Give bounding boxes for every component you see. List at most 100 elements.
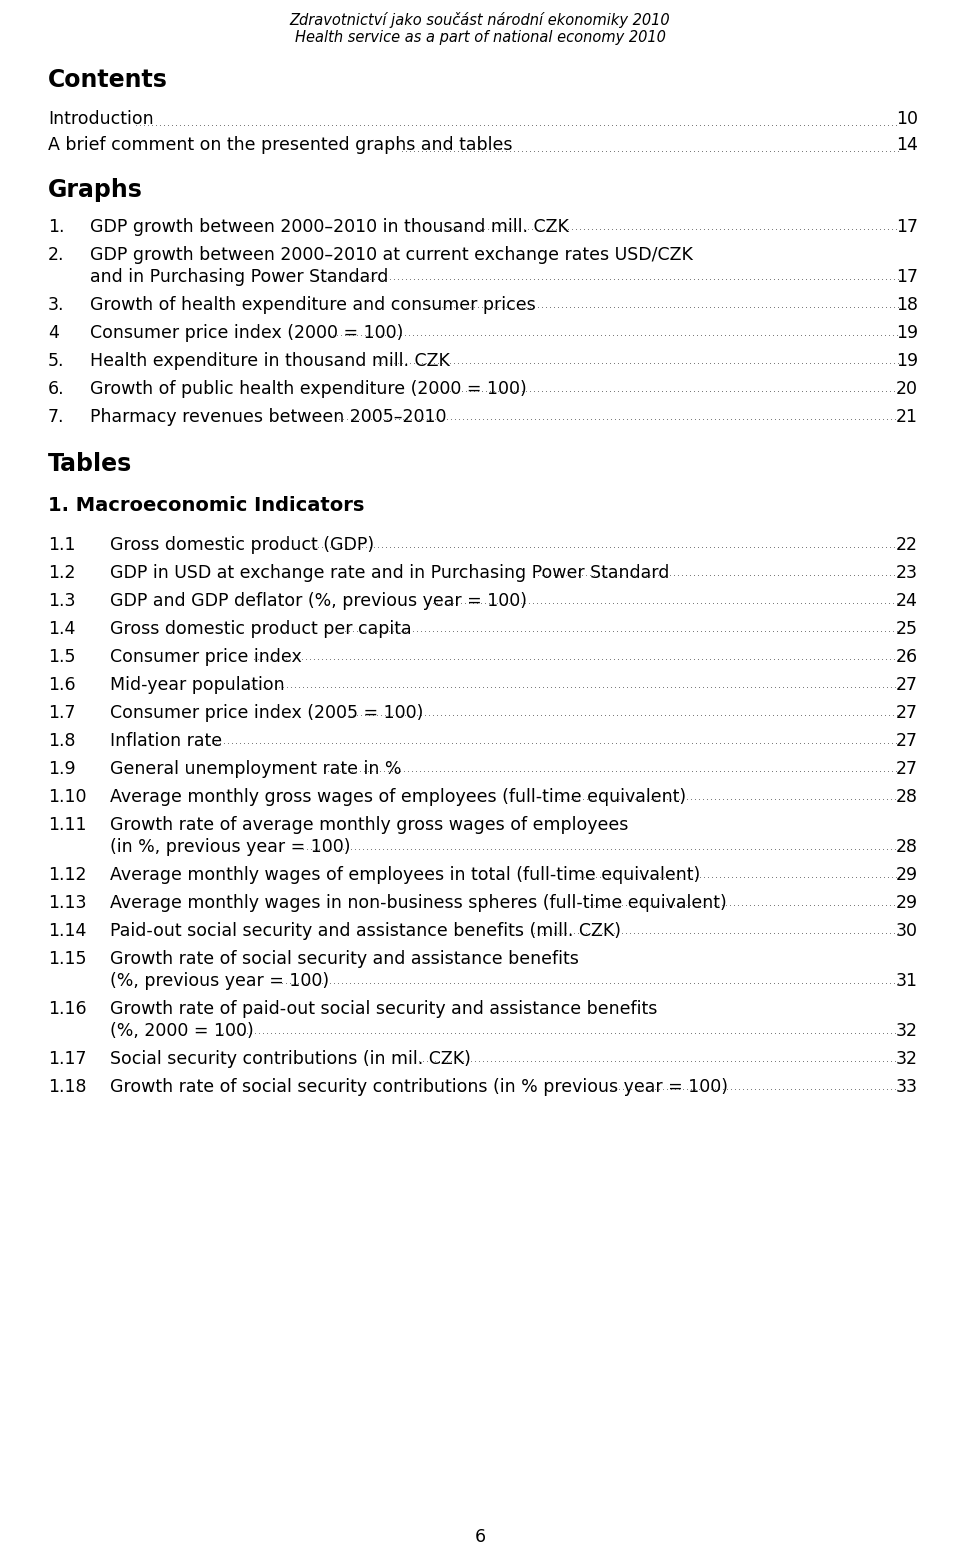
Text: 29: 29: [896, 866, 918, 884]
Point: [804, 674, 819, 699]
Point: [658, 322, 673, 347]
Point: [854, 378, 870, 404]
Point: [636, 1076, 651, 1101]
Point: [381, 322, 396, 347]
Text: Social security contributions (in mil. CZK): Social security contributions (in mil. C…: [110, 1049, 470, 1068]
Point: [224, 1020, 239, 1045]
Point: [607, 893, 622, 918]
Point: [337, 702, 352, 727]
Point: [410, 139, 425, 164]
Point: [566, 266, 582, 291]
Point: [673, 322, 688, 347]
Point: [560, 674, 575, 699]
Point: [868, 216, 883, 241]
Point: [279, 674, 295, 699]
Point: [718, 139, 733, 164]
Point: [718, 646, 733, 671]
Point: [465, 216, 480, 241]
Point: [691, 1076, 707, 1101]
Point: [838, 971, 853, 996]
Point: [595, 837, 611, 862]
Point: [860, 730, 876, 755]
Point: [377, 322, 393, 347]
Point: [348, 837, 363, 862]
Point: [480, 759, 495, 784]
Point: [805, 618, 821, 643]
Point: [430, 535, 445, 560]
Point: [852, 730, 868, 755]
Point: [818, 350, 833, 375]
Point: [669, 702, 684, 727]
Point: [632, 407, 647, 432]
Point: [710, 139, 726, 164]
Point: [646, 971, 661, 996]
Point: [532, 730, 547, 755]
Point: [709, 591, 725, 616]
Point: [758, 646, 774, 671]
Point: [621, 591, 636, 616]
Point: [358, 266, 373, 291]
Point: [376, 759, 392, 784]
Point: [809, 591, 825, 616]
Point: [598, 971, 613, 996]
Point: [507, 1020, 522, 1045]
Point: [675, 407, 690, 432]
Point: [650, 378, 665, 404]
Point: [875, 266, 890, 291]
Point: [786, 971, 802, 996]
Point: [730, 591, 745, 616]
Point: [662, 535, 678, 560]
Point: [787, 1048, 803, 1073]
Point: [565, 322, 581, 347]
Point: [535, 921, 550, 946]
Point: [651, 407, 666, 432]
Point: [488, 407, 503, 432]
Point: [583, 266, 598, 291]
Point: [765, 322, 780, 347]
Point: [776, 787, 791, 812]
Point: [330, 535, 346, 560]
Point: [662, 921, 678, 946]
Point: [494, 139, 510, 164]
Point: [790, 139, 805, 164]
Point: [687, 1020, 703, 1045]
Point: [750, 591, 765, 616]
Point: [663, 407, 679, 432]
Point: [541, 591, 557, 616]
Point: [353, 702, 369, 727]
Point: [808, 865, 824, 890]
Point: [837, 702, 852, 727]
Point: [554, 350, 569, 375]
Point: [168, 113, 183, 138]
Point: [782, 646, 798, 671]
Point: [855, 1048, 871, 1073]
Point: [413, 113, 428, 138]
Point: [498, 294, 514, 319]
Point: [671, 1048, 686, 1073]
Point: [828, 674, 843, 699]
Point: [311, 674, 326, 699]
Point: [780, 787, 795, 812]
Point: [659, 139, 674, 164]
Point: [722, 378, 737, 404]
Point: [470, 139, 486, 164]
Point: [673, 591, 688, 616]
Point: [513, 730, 528, 755]
Point: [778, 618, 793, 643]
Point: [515, 378, 530, 404]
Point: [344, 837, 359, 862]
Point: [212, 113, 228, 138]
Point: [631, 971, 646, 996]
Point: [594, 971, 610, 996]
Point: [435, 674, 450, 699]
Point: [490, 618, 505, 643]
Point: [506, 378, 521, 404]
Point: [743, 787, 758, 812]
Point: [825, 216, 840, 241]
Point: [885, 618, 900, 643]
Point: [340, 113, 355, 138]
Point: [286, 971, 301, 996]
Point: [540, 674, 555, 699]
Point: [263, 1020, 278, 1045]
Point: [244, 730, 259, 755]
